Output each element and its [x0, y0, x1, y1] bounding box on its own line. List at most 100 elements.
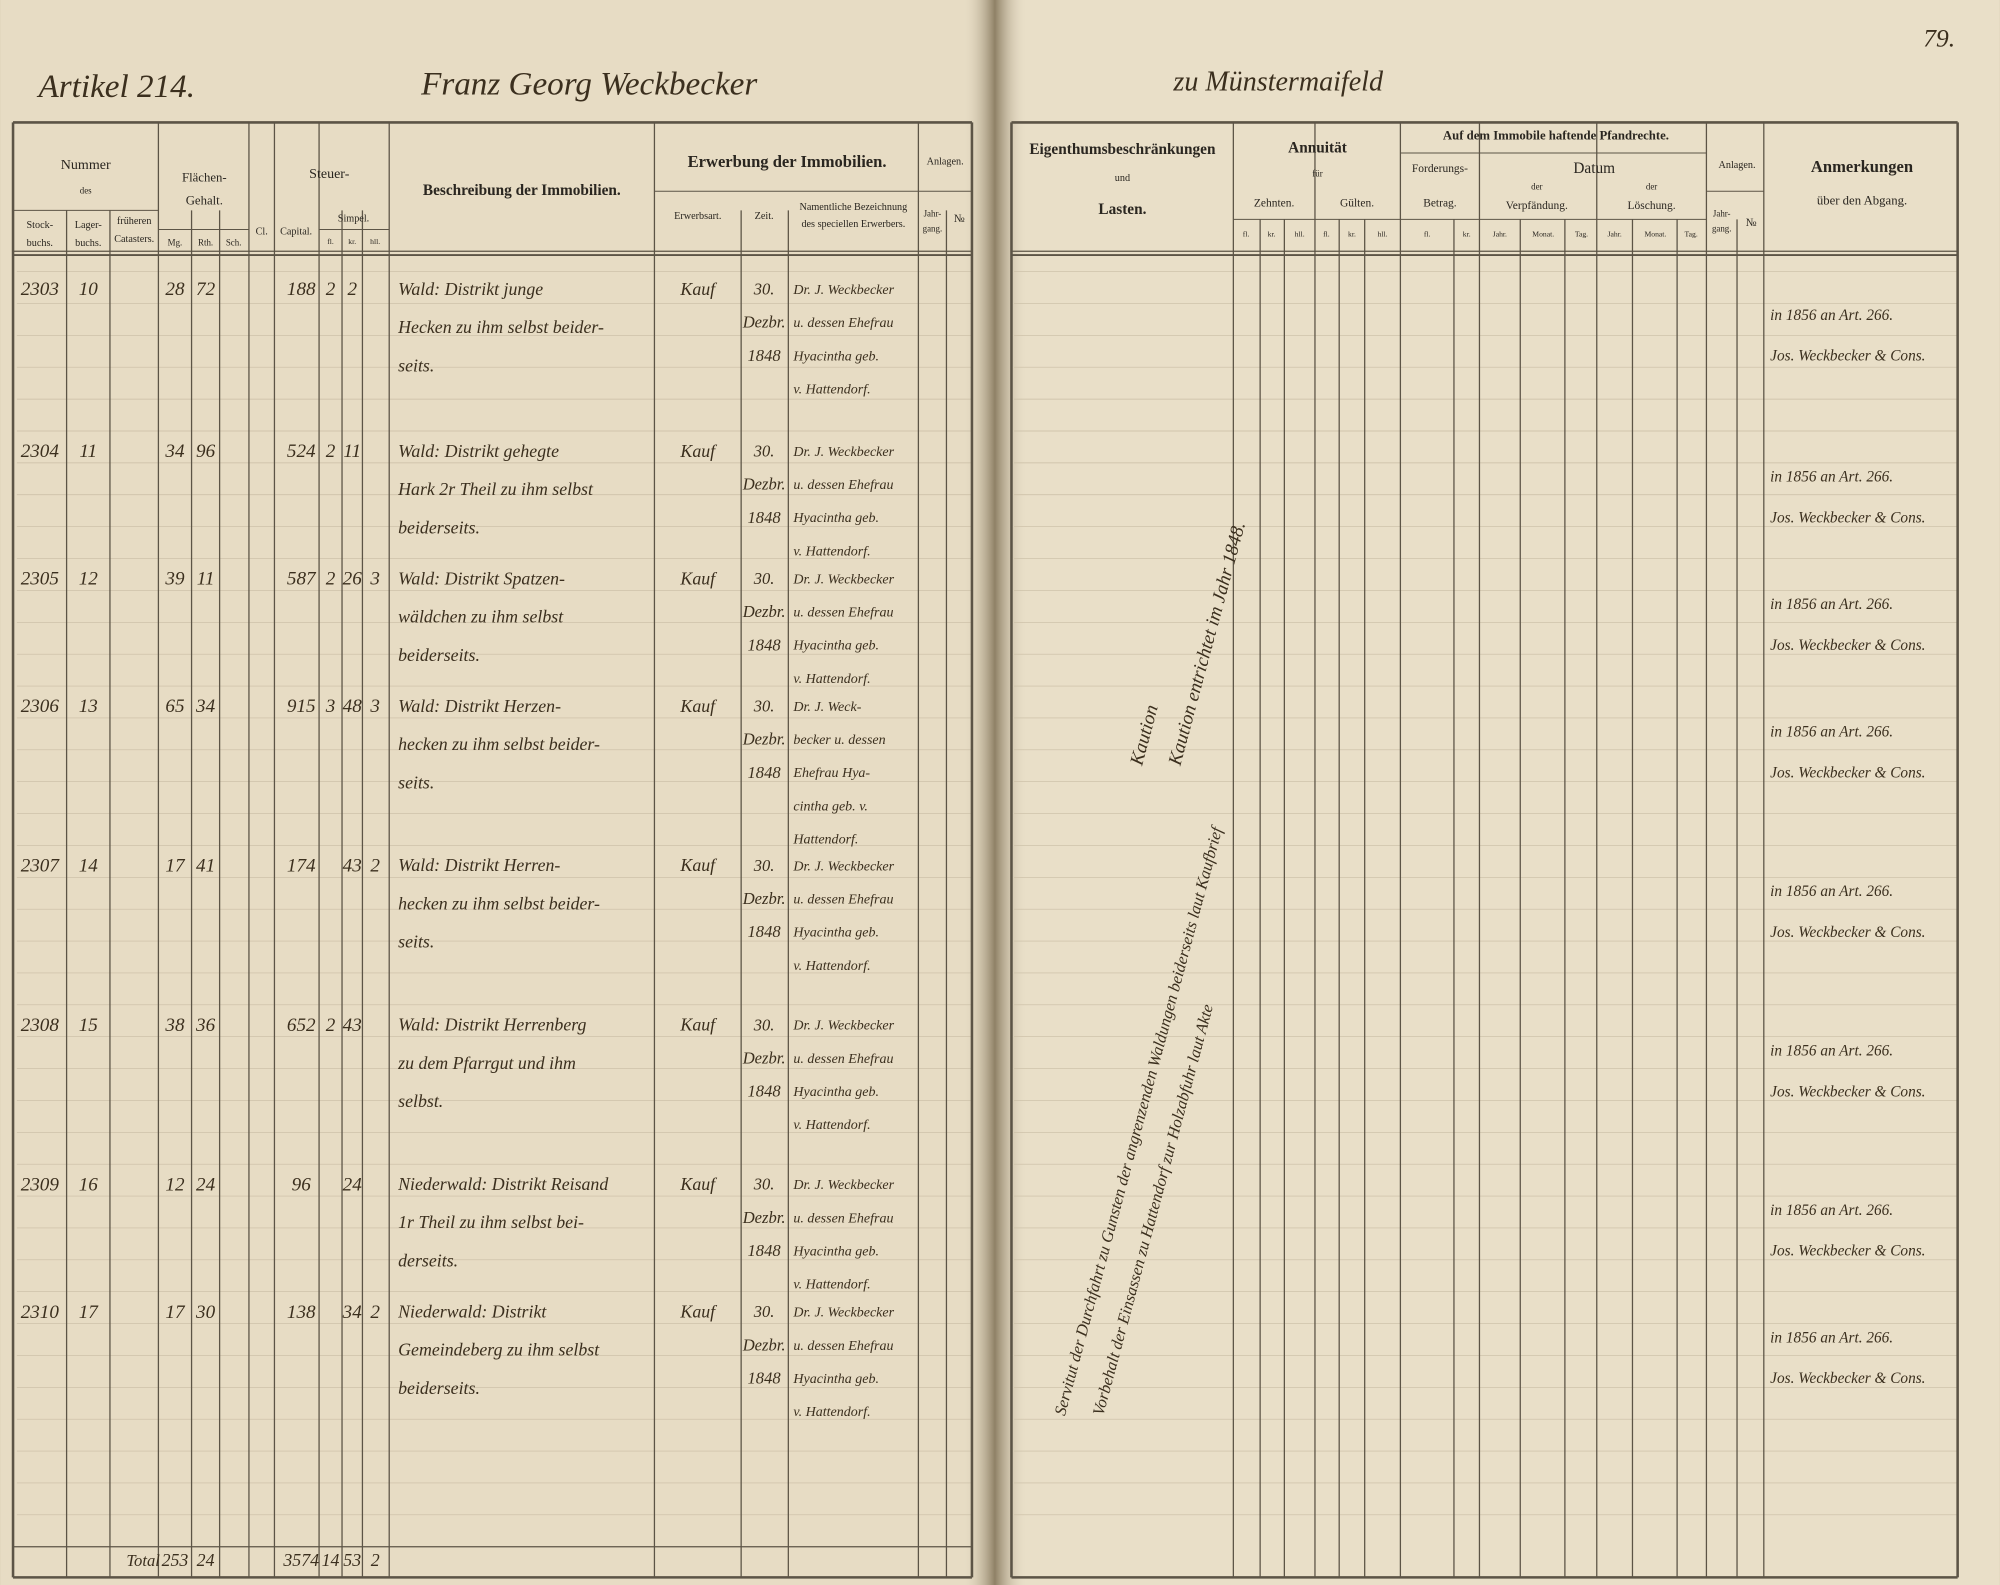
remark-line: Jos. Weckbecker & Cons.	[1770, 509, 1925, 526]
cell-lagerbuch: 12	[79, 569, 99, 590]
cell-kr: 11	[343, 441, 361, 462]
date-line: Dezbr.	[742, 1208, 786, 1227]
description-line: Hecken zu ihm selbst beider-	[397, 317, 604, 337]
description-line: seits.	[398, 932, 434, 952]
description-line: Wald: Distrikt Herzen-	[398, 696, 561, 716]
cell-lagerbuch: 15	[79, 1015, 98, 1036]
acquirer-line: Ehefrau Hya-	[792, 766, 870, 781]
acquirer-line: v. Hattendorf.	[793, 382, 870, 397]
cell-mg: 34	[164, 441, 185, 462]
cell-lagerbuch: 14	[79, 855, 99, 876]
acquirer-line: Hyacintha geb.	[792, 1372, 879, 1387]
acquirer-line: Hattendorf.	[792, 833, 858, 848]
column-header: Gehalt.	[186, 193, 223, 207]
acquisition-type: Kauf	[679, 1174, 718, 1194]
cell-rth: 96	[196, 441, 216, 462]
column-header: №	[954, 213, 965, 225]
column-header: früheren	[117, 216, 152, 227]
cell-mg: 28	[165, 279, 185, 300]
date-line: Dezbr.	[742, 1048, 786, 1067]
column-header: Jahr.	[1493, 229, 1507, 238]
column-header: Anlagen.	[1719, 160, 1756, 171]
acquirer-line: Dr. J. Weckbecker	[792, 283, 894, 298]
acquirer-line: v. Hattendorf.	[793, 1405, 870, 1420]
acquisition-type: Kauf	[679, 1301, 718, 1321]
column-header: kr.	[1268, 229, 1276, 238]
description-line: Wald: Distrikt Herrenberg	[398, 1015, 586, 1035]
cell-rth: 36	[195, 1015, 216, 1036]
column-header: Verpfändung.	[1506, 200, 1568, 212]
date-line: 1848	[748, 1082, 782, 1101]
column-header: für	[1312, 169, 1322, 179]
acquirer-line: Dr. J. Weckbecker	[792, 859, 894, 874]
cell-stockbuch: 2303	[21, 279, 59, 300]
cell-lagerbuch: 16	[79, 1174, 99, 1195]
acquisition-type: Kauf	[679, 855, 718, 875]
cell-hll: 3	[369, 696, 380, 717]
description-line: beiderseits.	[398, 1378, 480, 1398]
acquisition-type: Kauf	[679, 441, 718, 461]
description-line: beiderseits.	[398, 517, 480, 537]
date-line: 1848	[748, 763, 782, 782]
description-line: seits.	[398, 772, 434, 792]
cell-stockbuch: 2304	[21, 441, 60, 462]
cell-rth: 30	[195, 1302, 216, 1323]
column-header: Cl.	[256, 226, 268, 237]
column-header: Anmerkungen	[1811, 157, 1913, 176]
column-header: Stock-	[27, 220, 54, 231]
cell-hll: 3	[369, 569, 380, 590]
column-header: Rth.	[198, 238, 213, 248]
total-label: Total	[126, 1551, 160, 1570]
acquirer-line: u. dessen Ehefrau	[793, 892, 893, 907]
description-line: Wald: Distrikt Herren-	[398, 855, 560, 875]
column-header: kr.	[1463, 229, 1471, 238]
cell-stockbuch: 2307	[21, 855, 61, 876]
column-header: fl.	[1424, 229, 1431, 238]
column-header: Jahr-	[924, 208, 942, 218]
remark-line: Jos. Weckbecker & Cons.	[1770, 924, 1925, 941]
acquirer-line: v. Hattendorf.	[793, 672, 870, 687]
cell-stockbuch: 2308	[21, 1015, 60, 1036]
remark-line: in 1856 an Art. 266.	[1770, 1202, 1893, 1219]
acquirer-line: v. Hattendorf.	[793, 544, 870, 559]
column-header: Anlagen.	[927, 156, 964, 167]
column-header: Erwerbsart.	[674, 211, 721, 222]
right-page	[994, 0, 2000, 1585]
column-header: kr.	[348, 237, 356, 246]
cell-stockbuch: 2310	[21, 1302, 60, 1323]
cell-mg: 39	[164, 569, 185, 590]
cell-kr: 43	[343, 1015, 362, 1036]
ruling	[11, 121, 1959, 1579]
date-line: 30.	[753, 1175, 775, 1194]
column-header: Eigenthumsbeschränkungen	[1029, 141, 1216, 158]
column-header: Forderungs-	[1412, 163, 1468, 175]
column-header: Zehnten.	[1254, 198, 1295, 210]
owner-name: Franz Georg Weckbecker	[420, 65, 757, 102]
column-header: Beschreibung der Immobilien.	[423, 182, 621, 199]
cell-fl: 2	[326, 441, 336, 462]
cell-hll: 2	[370, 1302, 380, 1323]
remark-line: Jos. Weckbecker & Cons.	[1770, 637, 1925, 654]
date-line: 30.	[753, 280, 775, 299]
column-header: Zeit.	[755, 211, 774, 222]
date-line: 1848	[748, 922, 782, 941]
cell-capital: 587	[287, 569, 317, 590]
acquirer-line: Hyacintha geb.	[792, 639, 879, 654]
column-header: Lager-	[75, 220, 103, 231]
column-header: Simpel.	[338, 214, 369, 225]
cell-capital: 652	[287, 1015, 316, 1036]
column-header: der	[1646, 181, 1657, 191]
column-header: fl.	[327, 237, 334, 246]
column-header: Monat.	[1644, 229, 1666, 238]
acquirer-line: u. dessen Ehefrau	[793, 606, 893, 621]
cell-lagerbuch: 17	[79, 1302, 100, 1323]
remark-line: Jos. Weckbecker & Cons.	[1770, 348, 1925, 365]
column-header: hll.	[1295, 229, 1305, 238]
cell-rth: 72	[196, 279, 216, 300]
cell-lagerbuch: 10	[79, 279, 99, 300]
column-header: fl.	[1323, 229, 1330, 238]
cell-capital: 188	[287, 279, 316, 300]
acquirer-line: Dr. J. Weckbecker	[792, 1019, 894, 1034]
column-header: №	[1746, 217, 1757, 229]
date-line: Dezbr.	[742, 475, 786, 494]
